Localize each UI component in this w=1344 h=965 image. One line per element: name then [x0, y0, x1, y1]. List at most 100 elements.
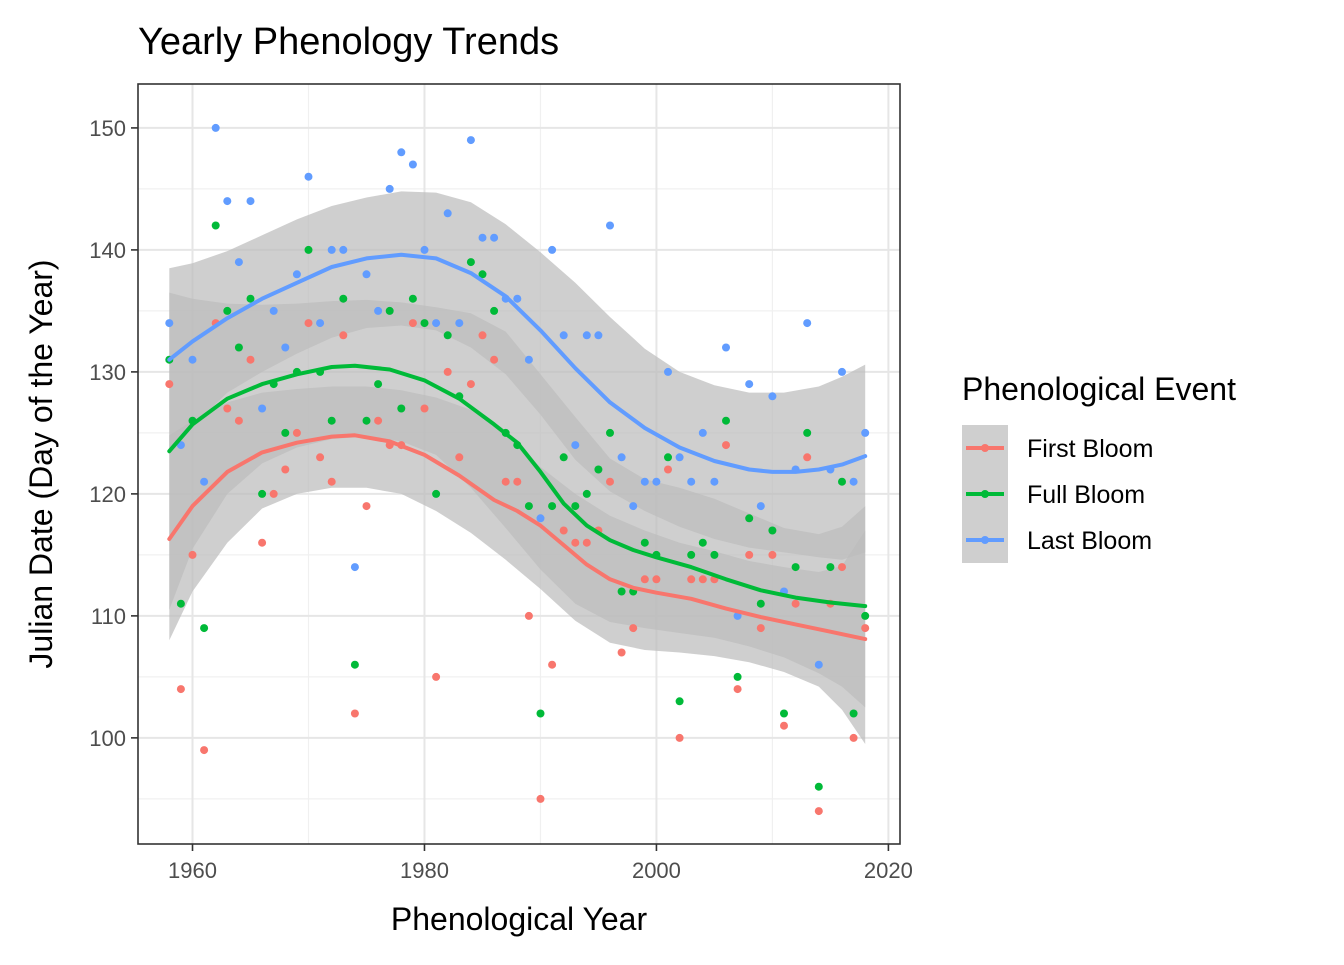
point-full-bloom — [722, 416, 730, 425]
point-full-bloom — [385, 306, 394, 315]
point-last-bloom — [200, 477, 209, 486]
point-first-bloom — [513, 477, 522, 486]
x-tick-label: 1980 — [400, 858, 449, 883]
point-first-bloom — [408, 319, 417, 328]
point-first-bloom — [350, 709, 359, 718]
point-last-bloom — [432, 319, 441, 328]
point-full-bloom — [838, 477, 846, 486]
point-full-bloom — [849, 709, 858, 718]
y-tick-label: 130 — [89, 360, 126, 385]
point-first-bloom — [188, 550, 197, 559]
point-last-bloom — [768, 392, 777, 401]
point-full-bloom — [640, 538, 649, 547]
point-last-bloom — [640, 477, 649, 486]
point-last-bloom — [269, 306, 278, 315]
chart-title: Yearly Phenology Trends — [138, 21, 559, 63]
point-first-bloom — [849, 733, 858, 742]
confidence-band-last-bloom — [169, 191, 866, 560]
point-last-bloom — [466, 136, 475, 145]
point-first-bloom — [200, 746, 209, 755]
point-full-bloom — [420, 319, 429, 328]
point-full-bloom — [246, 294, 255, 303]
point-full-bloom — [664, 453, 672, 462]
point-full-bloom — [211, 221, 220, 230]
point-last-bloom — [350, 563, 359, 572]
legend-point-full-bloom — [981, 490, 989, 498]
point-last-bloom — [861, 428, 870, 437]
point-full-bloom — [327, 416, 336, 425]
point-first-bloom — [536, 794, 545, 803]
legend-point-last-bloom — [981, 536, 989, 544]
point-full-bloom — [548, 502, 557, 511]
point-last-bloom — [571, 441, 580, 450]
point-full-bloom — [594, 465, 603, 474]
point-full-bloom — [571, 502, 580, 511]
point-full-bloom — [745, 514, 754, 523]
point-first-bloom — [687, 575, 696, 584]
point-first-bloom — [803, 453, 812, 462]
point-first-bloom — [246, 355, 255, 364]
point-last-bloom — [455, 319, 464, 328]
point-first-bloom — [327, 477, 336, 486]
point-first-bloom — [838, 563, 846, 572]
point-full-bloom — [710, 550, 719, 559]
point-last-bloom — [362, 270, 371, 279]
point-full-bloom — [466, 258, 475, 267]
point-last-bloom — [687, 477, 696, 486]
point-full-bloom — [234, 343, 243, 352]
point-first-bloom — [455, 453, 464, 462]
point-first-bloom — [780, 721, 788, 730]
y-tick-label: 100 — [89, 726, 126, 751]
point-first-bloom — [501, 477, 510, 486]
axes: 1960 1980 2000 2020 100 110 120 130 140 150 — [89, 116, 913, 883]
point-full-bloom — [780, 709, 788, 718]
point-last-bloom — [490, 233, 499, 242]
point-last-bloom — [814, 660, 823, 669]
point-first-bloom — [292, 428, 301, 437]
panel-border — [137, 83, 901, 845]
point-full-bloom — [223, 306, 232, 315]
y-tick-label: 120 — [89, 482, 126, 507]
point-last-bloom — [397, 148, 406, 157]
x-tick-label: 1960 — [168, 858, 217, 883]
point-last-bloom — [698, 428, 707, 437]
point-first-bloom — [768, 550, 777, 559]
point-last-bloom — [664, 367, 672, 376]
point-first-bloom — [269, 489, 278, 498]
point-first-bloom — [756, 624, 765, 633]
trend-lines — [167, 252, 868, 642]
point-first-bloom — [733, 685, 742, 694]
y-tick-label: 110 — [91, 604, 126, 629]
point-first-bloom — [548, 660, 557, 669]
point-last-bloom — [339, 245, 348, 254]
point-full-bloom — [176, 599, 185, 608]
point-full-bloom — [304, 245, 313, 254]
point-full-bloom — [814, 782, 823, 791]
point-first-bloom — [466, 380, 475, 389]
point-last-bloom — [188, 355, 197, 364]
point-first-bloom — [432, 672, 441, 681]
point-first-bloom — [443, 367, 452, 376]
point-first-bloom — [629, 624, 638, 633]
point-first-bloom — [640, 575, 649, 584]
point-full-bloom — [826, 563, 835, 572]
point-last-bloom — [722, 343, 730, 352]
point-full-bloom — [339, 294, 348, 303]
point-full-bloom — [756, 599, 765, 608]
point-first-bloom — [559, 526, 568, 535]
point-first-bloom — [861, 624, 870, 633]
point-last-bloom — [559, 331, 568, 340]
x-tick-label: 2000 — [632, 858, 681, 883]
point-first-bloom — [652, 575, 661, 584]
point-first-bloom — [223, 404, 232, 413]
point-full-bloom — [698, 538, 707, 547]
point-last-bloom — [745, 380, 754, 389]
point-last-bloom — [385, 184, 394, 193]
legend-title: Phenological Event — [962, 371, 1236, 407]
point-first-bloom — [617, 648, 626, 657]
point-first-bloom — [814, 807, 823, 816]
point-last-bloom — [838, 367, 846, 376]
point-first-bloom — [524, 611, 533, 620]
point-last-bloom — [675, 453, 684, 462]
